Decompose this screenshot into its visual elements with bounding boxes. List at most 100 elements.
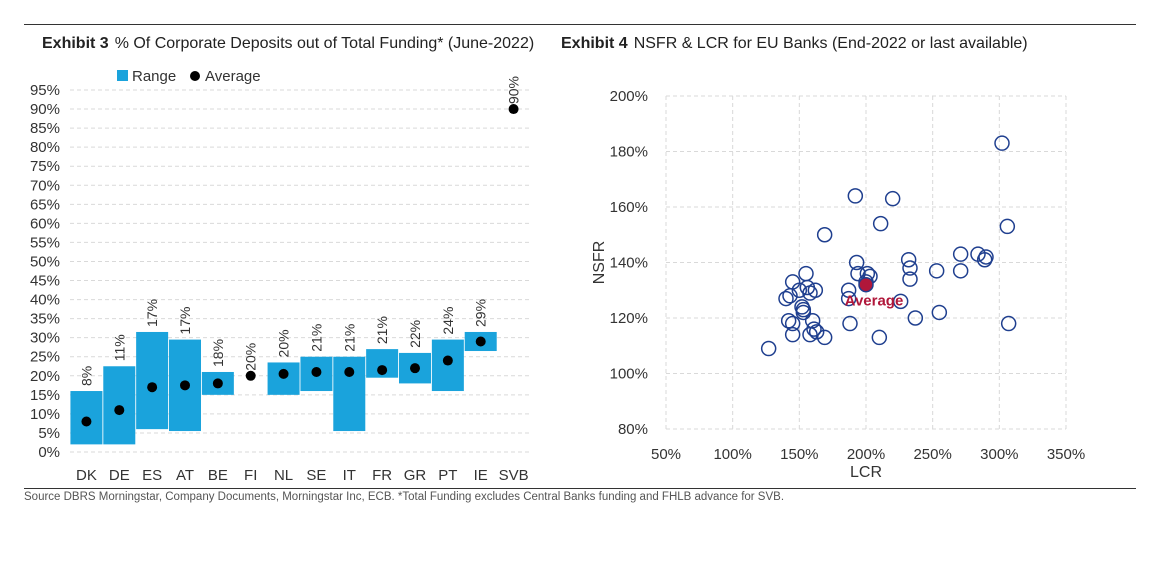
y-tick-label: 55% [30, 234, 60, 251]
data-label: 17% [144, 299, 160, 327]
y-tick-label: 65% [30, 196, 60, 213]
data-label: 29% [473, 299, 489, 327]
corporate-deposits-range-chart: 0% 5% 10% 15% 20% 25% 30% 35% 40% 45% 50% 55% 60% 65%… [30, 68, 530, 484]
scatter-point [784, 326, 801, 343]
data-label: 21% [308, 324, 324, 352]
scatter-point [850, 265, 866, 282]
average-marker [245, 370, 256, 381]
scatter-point [928, 263, 945, 279]
data-label: 8% [78, 366, 94, 386]
y-tick-label: 200% [610, 88, 648, 105]
scatter-point [782, 288, 798, 304]
y-tick-label: 90% [30, 101, 60, 118]
top-rule [24, 24, 1136, 25]
scatter-point [900, 251, 917, 268]
exhibit3-title-text: % Of Corporate Deposits out of Total Fun… [114, 35, 535, 52]
scatter-point [1000, 315, 1017, 332]
average-marker [442, 355, 453, 366]
y-tick-label: 35% [30, 311, 60, 328]
y-tick-label: 0% [38, 444, 60, 461]
average-marker [475, 336, 486, 347]
data-label: 22% [407, 320, 423, 348]
y-tick-label: 180% [610, 144, 648, 161]
scatter-point [816, 227, 833, 243]
range-bar [136, 331, 169, 430]
data-label: 20% [243, 343, 259, 371]
average-marker [311, 366, 322, 377]
scatter-point [884, 190, 901, 207]
x-axis-label: LCR [850, 464, 882, 481]
y-tick-label: 140% [610, 255, 648, 272]
y-tick-label: 100% [610, 366, 648, 383]
legend-range-swatch [117, 70, 128, 81]
x-tick-label: PT [438, 467, 457, 484]
y-tick-label: 80% [30, 139, 60, 156]
y-axis-label: NSFR [591, 241, 608, 285]
average-point [858, 276, 874, 293]
x-tick-label: SE [306, 467, 326, 484]
data-label: 90% [506, 76, 522, 104]
scatter-point [808, 324, 825, 340]
average-marker [147, 382, 158, 393]
scatter-point [778, 290, 794, 307]
scatter-point [798, 265, 814, 282]
scatter-point [780, 313, 797, 329]
exhibit4-label: Exhibit 4 [561, 35, 628, 52]
legend-average-swatch [190, 71, 200, 81]
exhibit4-title: Exhibit 4 NSFR & LCR for EU Banks (End-20… [561, 35, 1028, 53]
x-tick-label: IT [343, 467, 356, 484]
y-tick-label: 15% [30, 387, 60, 404]
average-point-label: Average [845, 293, 904, 310]
y-tick-label: 60% [30, 215, 60, 232]
x-tick-label: 150% [780, 446, 818, 463]
x-tick-label: DE [109, 467, 130, 484]
scatter-point [902, 260, 918, 276]
average-marker [278, 368, 289, 379]
scatter-point [994, 135, 1010, 151]
x-tick-label: 100% [713, 446, 751, 463]
x-tick-label: 300% [980, 446, 1018, 463]
scatter-point [791, 282, 808, 298]
average-marker [180, 380, 190, 391]
scatter-point [840, 282, 857, 298]
x-tick-label: GR [404, 467, 427, 484]
legend-average-label: Average [205, 68, 261, 85]
y-tick-label: 70% [30, 177, 60, 194]
y-tick-label: 10% [30, 406, 60, 423]
scatter-point [952, 246, 969, 262]
average-marker [114, 405, 125, 416]
scatter-point [795, 301, 812, 318]
x-tick-label: FI [244, 467, 257, 484]
y-tick-label: 120% [610, 310, 648, 327]
scatter-point [931, 304, 948, 321]
x-tick-label: 50% [651, 446, 681, 463]
x-tick-label: SVB [499, 467, 529, 484]
y-tick-label: 80% [618, 421, 648, 438]
scatter-point [807, 282, 824, 298]
scatter-point [842, 315, 858, 332]
scatter-point [871, 329, 888, 346]
y-tick-label: 45% [30, 273, 60, 290]
y-tick-label: 50% [30, 253, 60, 270]
x-tick-label: ES [142, 467, 162, 484]
y-tick-label: 75% [30, 158, 60, 175]
scatter-point [760, 340, 777, 357]
average-marker [344, 366, 355, 377]
data-label: 21% [341, 324, 357, 352]
scatter-point [840, 290, 857, 307]
exhibit3-title: Exhibit 3 % Of Corporate Deposits out of … [42, 35, 534, 53]
scatter-point [952, 263, 969, 279]
x-tick-label: 250% [913, 446, 951, 463]
scatter-point [847, 188, 864, 204]
exhibit4-title-text: NSFR & LCR for EU Banks (End-2022 or las… [633, 35, 1028, 52]
x-tick-label: IE [474, 467, 488, 484]
scatter-point [907, 310, 924, 326]
data-label: 24% [440, 307, 456, 335]
scatter-point [848, 254, 865, 271]
scatter-point [872, 215, 889, 232]
bottom-rule [24, 488, 1136, 489]
scatter-point [784, 315, 801, 332]
y-tick-label: 85% [30, 120, 60, 137]
source-note: Source DBRS Morningstar, Company Documen… [24, 491, 785, 503]
data-label: 18% [210, 339, 226, 367]
